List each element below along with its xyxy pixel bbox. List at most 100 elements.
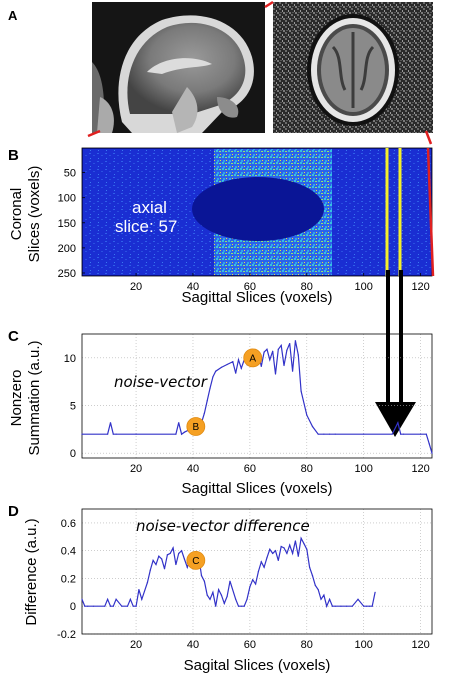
panel-d-xlabel: Sagital Slices (voxels) xyxy=(184,657,331,674)
panel-c-data-point xyxy=(237,359,240,361)
panel-c-data-point xyxy=(209,387,211,389)
panel-d-data-point xyxy=(303,543,305,545)
panel-d-data-point xyxy=(132,605,134,607)
axial-mri-image xyxy=(273,2,433,133)
panel-d-marker-c xyxy=(186,550,206,570)
panel-c-data-point xyxy=(291,370,294,372)
panel-c-xtick-label: 100 xyxy=(355,463,373,475)
panel-c-ticks: 20 40 60 80 100 120 0 5 10 xyxy=(64,353,430,475)
panel-d-data-point xyxy=(235,598,237,600)
panel-d-data-point xyxy=(206,594,208,596)
panel-d-frame xyxy=(81,508,433,635)
panel-d-ytick-label: 0.4 xyxy=(61,546,76,558)
panel-d-data-point xyxy=(331,605,334,607)
panel-c-xtick-label: 60 xyxy=(244,463,256,475)
panel-d-data-point xyxy=(309,566,311,568)
panel-c-data-point xyxy=(183,431,186,433)
panel-c-data-point xyxy=(212,376,214,378)
panel-c-xlabel: Sagittal Slices (voxels) xyxy=(182,480,333,497)
panel-d-data-point xyxy=(286,552,288,555)
panel-d-data-point xyxy=(186,566,188,568)
panel-c-data-point xyxy=(280,344,282,347)
panel-c-data-point xyxy=(283,364,285,367)
panel-d-data-point xyxy=(135,605,137,607)
panel-c-ytick-label: 0 xyxy=(70,448,76,460)
panel-c-data-point xyxy=(232,361,234,363)
connector-right xyxy=(424,130,433,145)
panel-d-xtick-label: 60 xyxy=(244,639,256,651)
sagittal-mri-drawing xyxy=(92,2,265,133)
panel-d-data-point xyxy=(277,559,279,561)
connector-left xyxy=(87,129,101,138)
panel-c-data-point xyxy=(274,373,277,375)
panel-b-ytick-label: 200 xyxy=(58,243,76,255)
panel-c-annotation: noise-vector xyxy=(114,373,208,391)
panel-c-data-point xyxy=(206,400,208,402)
panel-d-data-point xyxy=(351,605,353,607)
panel-d-data-point xyxy=(163,568,166,570)
panel-d-data-point xyxy=(209,598,211,600)
sagittal-mri-image xyxy=(92,2,265,133)
panel-c-data-point xyxy=(220,366,223,368)
panel-d-data-point xyxy=(257,570,260,573)
panel-d-data-point xyxy=(297,555,299,557)
panel-d-markers: C xyxy=(81,537,376,607)
panel-d-data-point xyxy=(254,583,257,585)
panel-c-marker-b xyxy=(186,417,206,436)
panel-d-data-point xyxy=(300,537,302,539)
panel-d-annotation: noise-vector difference xyxy=(136,517,310,535)
panel-d-data-point xyxy=(115,598,117,600)
panel-d-data-point xyxy=(200,575,203,577)
panel-c-data-point xyxy=(115,433,117,435)
panel-d-data-point xyxy=(166,554,168,556)
panel-d-data-point xyxy=(141,598,143,600)
panel-c-data-point xyxy=(107,433,109,435)
panel-c-data-point xyxy=(311,425,314,428)
panel-c-data-point xyxy=(226,363,228,366)
panel-d-data-point xyxy=(294,540,297,542)
panel-d-ylabel: Difference (a.u.) xyxy=(23,518,40,625)
panel-d-data-point xyxy=(252,579,254,581)
panel-c-data-point xyxy=(328,433,331,435)
panel-d-data-point xyxy=(84,605,86,607)
connector-top xyxy=(264,0,274,9)
panel-d-data-point xyxy=(169,552,171,555)
panel-d-data-point xyxy=(161,558,163,560)
panel-d-data-point xyxy=(326,605,328,607)
panel-c-xtick-label: 80 xyxy=(301,463,313,475)
panel-b-to-c-arrows xyxy=(375,270,416,437)
panel-d-data-point xyxy=(237,605,240,607)
panel-d-data-point xyxy=(178,552,180,555)
panel-d-data-point xyxy=(363,605,365,607)
panel-c-ylabel-line1: Nonzero xyxy=(8,370,25,427)
panel-d-data-point xyxy=(172,547,174,549)
panel-b-xtick-label: 80 xyxy=(301,281,313,293)
panel-d-data-point xyxy=(328,598,331,600)
panel-c-data-point xyxy=(240,367,242,369)
panel-c-data-point xyxy=(178,422,180,424)
panel-d-data-point xyxy=(283,547,285,549)
panel-d-data-point xyxy=(240,605,242,607)
panel-d-data-point xyxy=(149,569,151,571)
panel-b-xtick-label: 20 xyxy=(130,281,142,293)
panel-c-data-point xyxy=(215,370,217,372)
heatmap-annotation-line1: axial xyxy=(132,198,167,217)
panel-d-xtick-label: 100 xyxy=(355,639,373,651)
panel-d-data-point xyxy=(183,558,186,560)
panel-c-data-point xyxy=(277,348,279,350)
panel-d-data-point xyxy=(212,591,214,593)
panel-c-data-point xyxy=(260,365,262,368)
panel-d-data-point xyxy=(371,605,373,607)
panel-d-data-point xyxy=(126,605,129,607)
panel-c-data-point xyxy=(81,433,83,435)
panel-c-markers: AB xyxy=(81,340,433,454)
panel-d-data-point xyxy=(306,548,308,550)
panel-c-data-point xyxy=(300,390,302,392)
panel-c-marker-label: B xyxy=(192,422,199,433)
panel-d-xtick-label: 120 xyxy=(411,639,429,651)
panel-c-data-point xyxy=(235,372,237,374)
panel-d-ytick-label: 0.2 xyxy=(61,573,76,585)
arrow-head xyxy=(375,402,416,437)
panel-letter-c: C xyxy=(8,328,19,345)
panel-c-data-point xyxy=(306,414,308,416)
